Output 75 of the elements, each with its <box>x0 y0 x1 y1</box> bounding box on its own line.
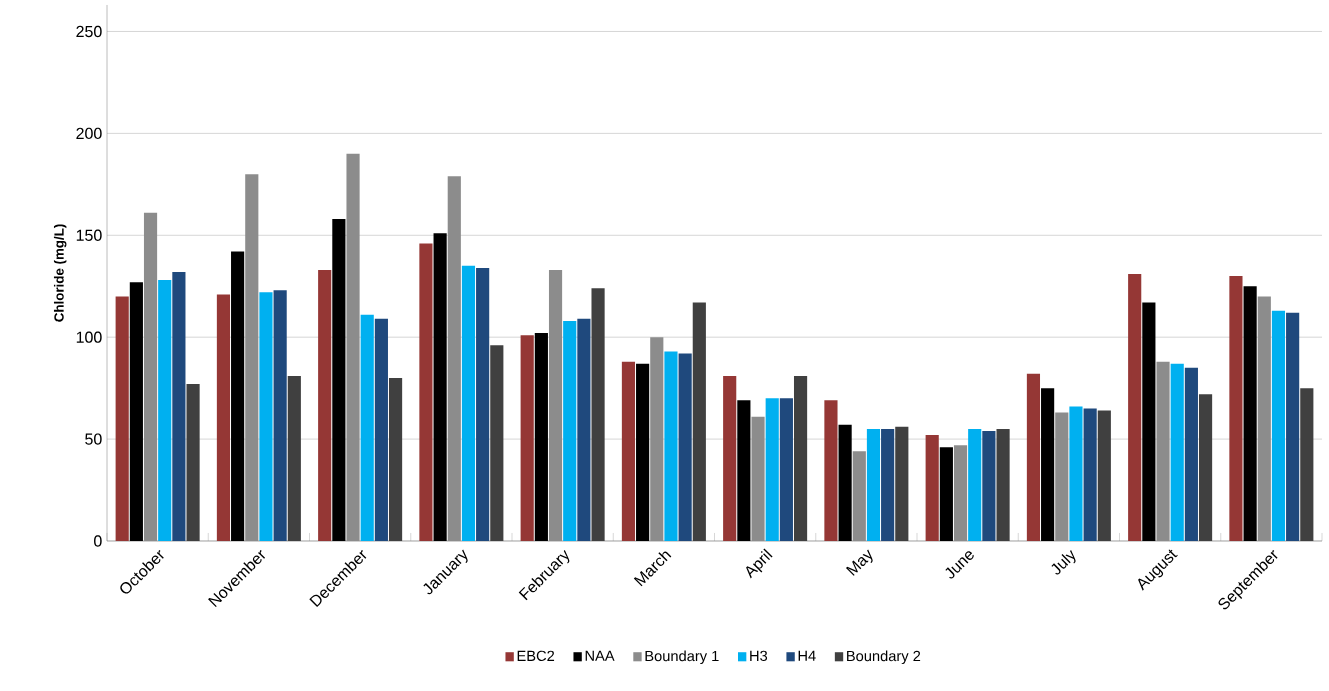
y-tick-label: 100 <box>76 331 102 343</box>
bar <box>982 430 996 541</box>
bar <box>433 233 447 541</box>
legend-label: H4 <box>798 650 816 661</box>
bar <box>388 377 403 541</box>
bar <box>374 318 388 541</box>
bar <box>621 361 636 541</box>
bar <box>678 353 692 541</box>
bar <box>591 288 605 541</box>
bar <box>318 269 332 541</box>
legend-label: EBC2 <box>517 650 555 662</box>
bar <box>360 314 374 541</box>
bar <box>490 345 504 541</box>
bar <box>1300 388 1314 541</box>
legend-label: NAA <box>585 650 615 661</box>
bar <box>129 282 143 541</box>
bar <box>1041 388 1055 541</box>
bar <box>636 363 650 541</box>
bar <box>765 398 779 541</box>
bar <box>779 398 793 541</box>
bar <box>231 251 245 541</box>
y-tick-label: 0 <box>94 535 102 547</box>
bar <box>1198 394 1213 541</box>
y-tick-label: 50 <box>85 433 102 445</box>
legend-label: Boundary 2 <box>847 650 921 665</box>
x-tick-label: May <box>845 549 873 576</box>
bar <box>1184 367 1198 541</box>
bar <box>1142 302 1156 541</box>
bar <box>1097 410 1111 541</box>
bar <box>793 375 808 541</box>
bar <box>996 428 1010 541</box>
bar <box>1128 274 1142 541</box>
bar <box>115 296 129 541</box>
y-tick-label: 250 <box>76 25 102 38</box>
bar <box>895 426 909 541</box>
y-tick-label: 200 <box>76 127 102 140</box>
bar <box>1286 312 1300 541</box>
bar <box>737 400 751 541</box>
bar <box>866 428 881 541</box>
bar <box>172 271 186 541</box>
bar <box>259 292 273 541</box>
y-tick-label: 150 <box>76 229 102 241</box>
bar <box>838 424 852 541</box>
bar <box>939 447 953 541</box>
bar <box>1026 373 1041 541</box>
legend-label: Boundary 1 <box>645 650 719 665</box>
bar <box>563 320 577 541</box>
bar <box>332 218 346 541</box>
bar <box>723 375 737 541</box>
bar <box>1083 408 1097 541</box>
bar <box>186 384 200 541</box>
bar <box>476 267 490 541</box>
legend-label: H3 <box>750 650 768 662</box>
bar <box>461 265 476 541</box>
y-axis-title: Chloride (mg/L) <box>53 224 67 322</box>
bar <box>273 290 287 541</box>
bar <box>1271 310 1286 541</box>
bar <box>664 351 678 541</box>
bar <box>419 243 433 541</box>
bar <box>824 400 838 541</box>
bar <box>577 318 591 541</box>
bar <box>520 335 534 541</box>
bar <box>925 435 939 541</box>
bar <box>692 302 706 541</box>
bar <box>216 294 231 541</box>
bar <box>287 375 301 541</box>
bar <box>1170 363 1184 541</box>
bar <box>968 428 982 541</box>
bar <box>534 333 548 541</box>
bar <box>1229 276 1243 541</box>
bar <box>1069 406 1083 541</box>
x-tick-label: July <box>1051 549 1076 575</box>
bar <box>158 280 172 541</box>
bar <box>881 428 895 541</box>
bar <box>1243 286 1257 541</box>
